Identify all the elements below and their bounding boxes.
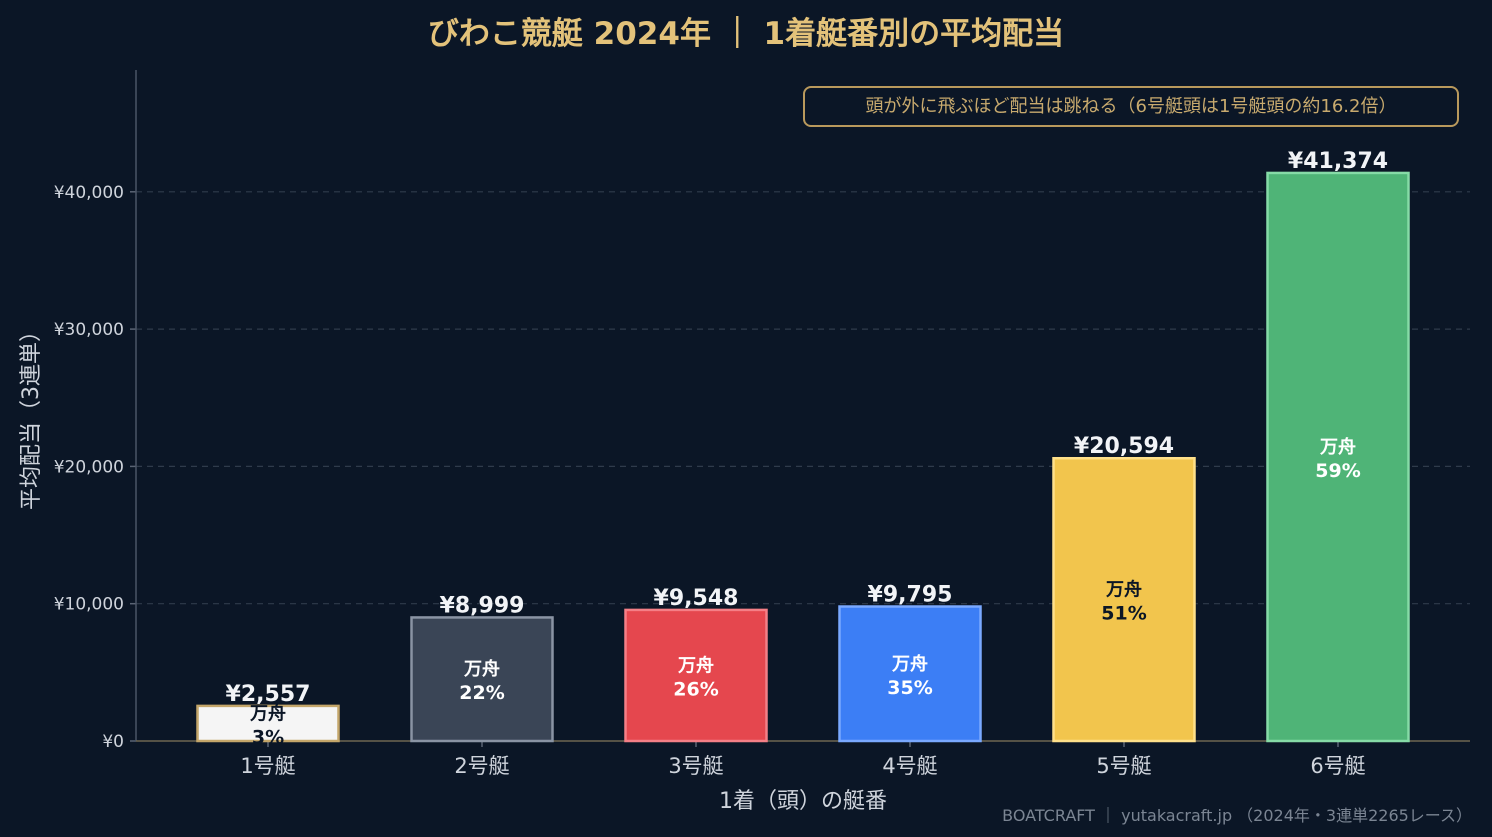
x-tick-label: 4号艇 bbox=[882, 754, 937, 778]
y-tick-label: ¥20,000 bbox=[54, 457, 124, 477]
bars bbox=[196, 171, 1410, 743]
footer-credit: BOATCRAFT ｜ yutakacraft.jp （2024年・3連単226… bbox=[1002, 806, 1472, 825]
manshu-rate-label: 51% bbox=[1101, 603, 1146, 625]
manshu-label: 万舟 bbox=[1105, 579, 1142, 601]
y-tick-label: ¥30,000 bbox=[54, 320, 124, 340]
x-tick-label: 3号艇 bbox=[668, 754, 723, 778]
manshu-rate-label: 59% bbox=[1315, 460, 1360, 482]
bar bbox=[410, 616, 554, 743]
manshu-rate-label: 26% bbox=[673, 678, 718, 700]
y-tick-label: ¥40,000 bbox=[54, 183, 124, 203]
x-tick-label: 5号艇 bbox=[1096, 754, 1151, 778]
manshu-label: 万舟 bbox=[891, 653, 928, 675]
value-label: ¥2,557 bbox=[226, 682, 311, 707]
x-tick-label: 6号艇 bbox=[1310, 754, 1365, 778]
y-axis-label: 平均配当（3連単） bbox=[19, 320, 44, 510]
bar bbox=[196, 704, 340, 743]
bar bbox=[1052, 456, 1196, 743]
annotation-box: 頭が外に飛ぶほど配当は跳ねる（6号艇頭は1号艇頭の約16.2倍） bbox=[803, 86, 1459, 127]
value-label: ¥8,999 bbox=[440, 593, 525, 618]
labels: ¥0¥10,000¥20,000¥30,000¥40,0001号艇¥2,557万… bbox=[54, 149, 1388, 778]
value-label: ¥41,374 bbox=[1288, 149, 1388, 174]
y-tick-label: ¥0 bbox=[102, 732, 124, 752]
value-label: ¥9,548 bbox=[654, 586, 739, 611]
x-tick-label: 1号艇 bbox=[240, 754, 295, 778]
manshu-rate-label: 22% bbox=[459, 682, 504, 704]
value-label: ¥9,795 bbox=[868, 583, 953, 608]
manshu-label: 万舟 bbox=[249, 702, 286, 724]
y-tick-label: ¥10,000 bbox=[54, 595, 124, 615]
bar bbox=[838, 605, 982, 743]
manshu-rate-label: 3% bbox=[252, 726, 284, 748]
manshu-label: 万舟 bbox=[1319, 436, 1356, 458]
x-axis-label: 1着（頭）の艇番 bbox=[719, 789, 887, 814]
value-label: ¥20,594 bbox=[1074, 434, 1174, 459]
bar bbox=[624, 608, 768, 743]
grid-lines bbox=[136, 191, 1470, 605]
manshu-label: 万舟 bbox=[463, 658, 500, 680]
manshu-label: 万舟 bbox=[677, 654, 714, 676]
chart-title: びわこ競艇 2024年 ｜ 1着艇番別の平均配当 bbox=[427, 16, 1065, 52]
manshu-rate-label: 35% bbox=[887, 677, 932, 699]
x-tick-label: 2号艇 bbox=[454, 754, 509, 778]
bar bbox=[1266, 171, 1410, 743]
